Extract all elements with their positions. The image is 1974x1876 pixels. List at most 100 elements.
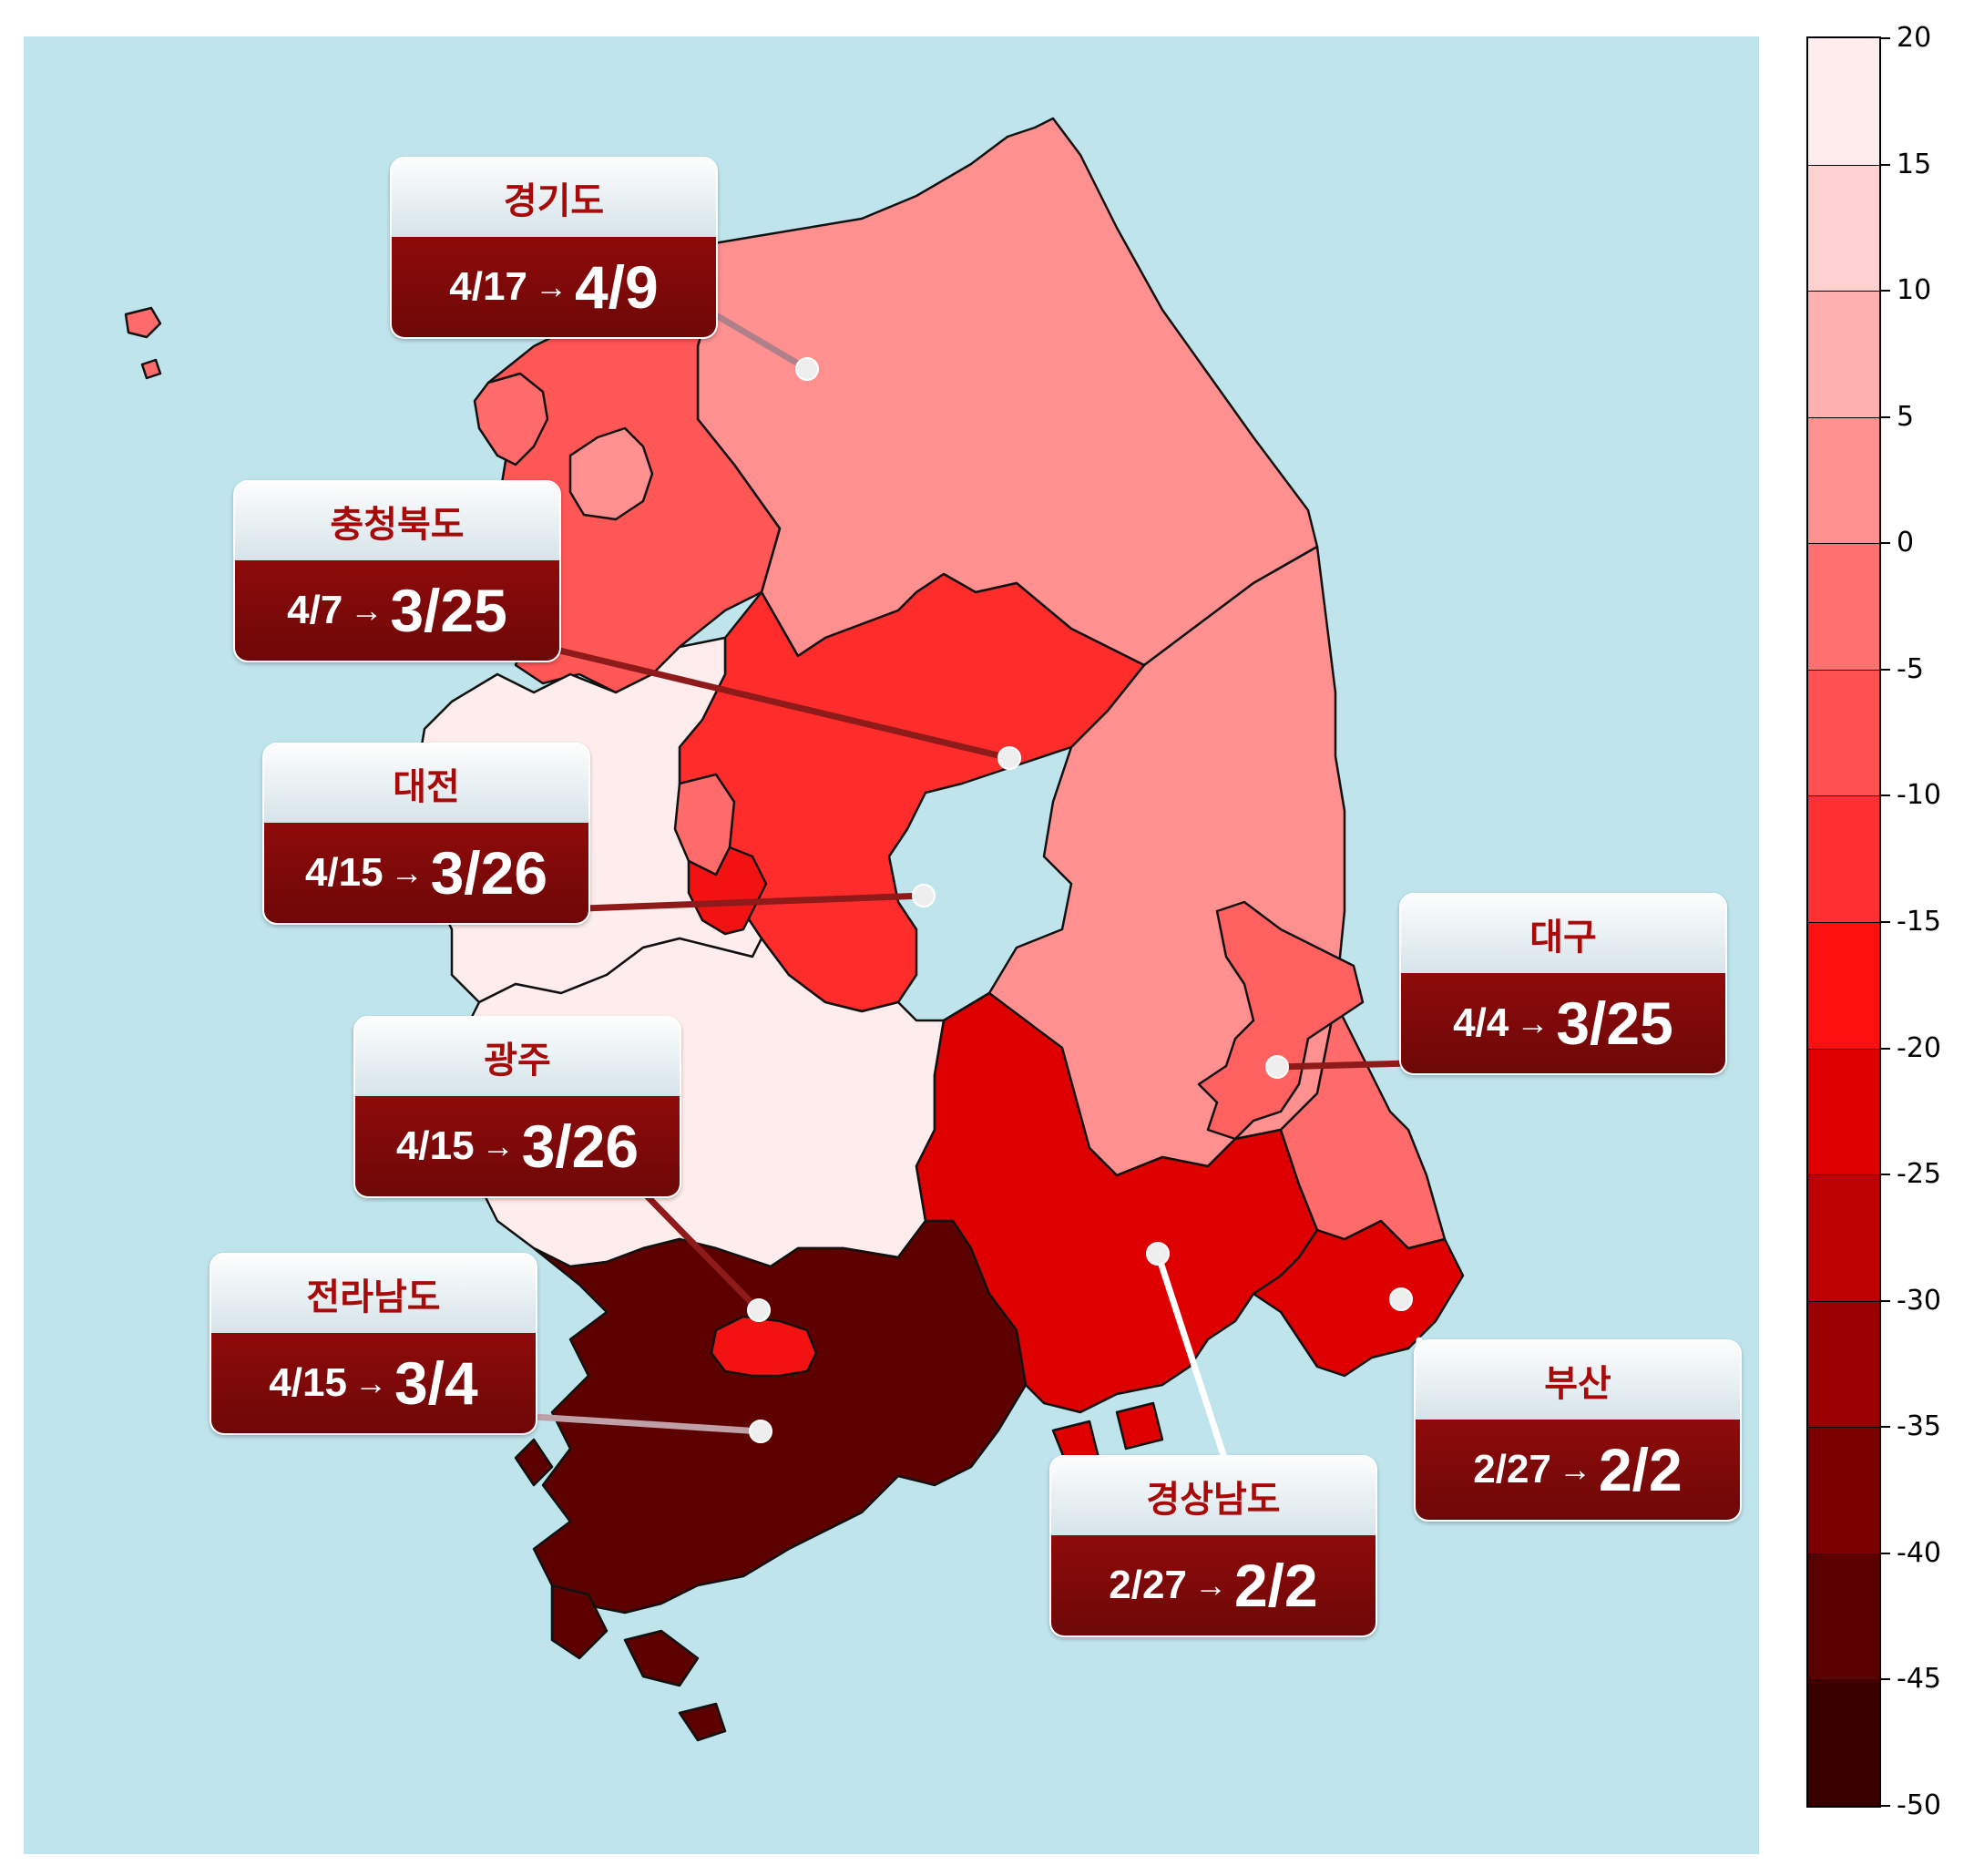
marker-busan [1389, 1287, 1413, 1311]
to-date: 4/9 [574, 253, 659, 321]
to-date: 2/2 [1233, 1552, 1318, 1619]
colorbar-band [1808, 38, 1879, 165]
region-daegu [1197, 900, 1365, 1141]
callout-title: 경기도 [392, 159, 716, 237]
colorbar-band [1808, 1553, 1879, 1680]
callout-busan: 부산 2/27 → 2/2 [1414, 1339, 1742, 1522]
island-jeonnam-1 [550, 1584, 609, 1660]
colorbar-tick [1881, 668, 1890, 671]
arrow-icon: → [1193, 1566, 1227, 1604]
region-incheon [473, 372, 549, 466]
callout-gwangju: 광주 4/15 → 3/26 [353, 1016, 681, 1198]
callout-dates: 4/4 → 3/25 [1401, 973, 1725, 1073]
colorbar-band [1808, 543, 1879, 670]
marker-jeonnam [749, 1420, 772, 1443]
colorbar-tick [1881, 290, 1890, 292]
region-gyeongnam [915, 991, 1319, 1414]
callout-chungbuk: 충청북도 4/7 → 3/25 [233, 480, 561, 662]
colorbar-band [1808, 1048, 1879, 1175]
colorbar-separator [1808, 1174, 1879, 1176]
island-gyeongnam-2 [1115, 1401, 1164, 1451]
callout-dates: 2/27 → 2/2 [1051, 1535, 1376, 1635]
arrow-icon: → [390, 854, 424, 891]
colorbar-band [1808, 669, 1879, 796]
colorbar-tick-label: -40 [1897, 1536, 1941, 1569]
colorbar-tick [1881, 1174, 1890, 1176]
colorbar-separator [1808, 1300, 1879, 1302]
colorbar-tick [1881, 921, 1890, 923]
marker-daejeon [912, 884, 936, 907]
colorbar-band [1808, 291, 1879, 417]
arrow-icon: → [353, 1364, 387, 1401]
colorbar-separator [1808, 291, 1879, 292]
colorbar-tick [1881, 1805, 1890, 1807]
colorbar-band [1808, 164, 1879, 292]
colorbar-tick [1881, 1426, 1890, 1429]
callout-dates: 2/27 → 2/2 [1416, 1420, 1740, 1520]
marker-gwangju [747, 1298, 771, 1322]
from-date: 2/27 [1109, 1563, 1187, 1607]
to-date: 2/2 [1598, 1436, 1683, 1503]
region-jeonnam [532, 1219, 1028, 1615]
leader-line-daejeon [580, 892, 927, 912]
colorbar-tick [1881, 163, 1890, 166]
colorbar-tick-label: 15 [1897, 148, 1932, 180]
colorbar-band [1808, 1174, 1879, 1301]
colorbar-tick-label: 20 [1897, 22, 1932, 54]
arrow-icon: → [1516, 1004, 1550, 1041]
island-jeonnam-3 [514, 1438, 554, 1487]
callout-dates: 4/7 → 3/25 [235, 560, 559, 661]
colorbar-tick-label: -30 [1897, 1284, 1941, 1317]
from-date: 4/15 [269, 1360, 347, 1405]
callout-title: 부산 [1416, 1341, 1740, 1420]
leader-line-jeonnam [530, 1413, 764, 1435]
from-date: 4/17 [449, 264, 527, 309]
marker-daegu [1265, 1055, 1289, 1079]
colorbar-separator [1808, 1048, 1879, 1050]
callout-title: 경상남도 [1051, 1457, 1376, 1535]
colorbar-tick [1881, 794, 1890, 797]
from-date: 2/27 [1473, 1447, 1551, 1492]
from-date: 4/7 [287, 588, 343, 632]
colorbar-band [1808, 416, 1879, 544]
to-date: 3/25 [390, 577, 507, 644]
colorbar-band [1808, 1427, 1879, 1553]
callout-daegu: 대구 4/4 → 3/25 [1399, 893, 1727, 1075]
colorbar-tick-label: -20 [1897, 1031, 1941, 1064]
island-small [140, 358, 162, 380]
callout-title: 전라남도 [211, 1255, 536, 1333]
colorbar-tick [1881, 542, 1890, 545]
callout-dates: 4/15 → 3/26 [355, 1096, 680, 1196]
region-gwangju [710, 1315, 818, 1378]
callout-gyeongnam: 경상남도 2/27 → 2/2 [1049, 1455, 1377, 1637]
callout-title: 광주 [355, 1018, 680, 1096]
colorbar-tick-label: -45 [1897, 1663, 1941, 1696]
colorbar-tick [1881, 415, 1890, 418]
callout-dates: 4/17 → 4/9 [392, 237, 716, 337]
colorbar-tick [1881, 1678, 1890, 1681]
arrow-icon: → [534, 268, 568, 305]
marker-chungbuk [997, 746, 1021, 770]
colorbar-separator [1808, 1427, 1879, 1429]
from-date: 4/15 [304, 850, 384, 895]
colorbar-separator [1808, 922, 1879, 923]
colorbar-tick [1881, 1047, 1890, 1050]
colorbar-tick [1881, 1299, 1890, 1302]
island-jeonnam-5 [678, 1702, 727, 1742]
callout-title: 대전 [264, 744, 588, 823]
arrow-icon: → [1558, 1451, 1591, 1488]
region-gangwon [696, 117, 1319, 667]
colorbar-separator [1808, 543, 1879, 545]
callout-title: 충청북도 [235, 482, 559, 560]
map-panel: 경기도 4/17 → 4/9 충청북도 4/7 → 3/25 대전 4/15 →… [24, 36, 1759, 1854]
island-ulleung [124, 306, 162, 339]
to-date: 3/4 [394, 1349, 478, 1417]
colorbar-tick [1881, 37, 1890, 39]
leader-line-chungbuk [548, 645, 1013, 762]
colorbar-band [1808, 1300, 1879, 1428]
callout-jeonnam: 전라남도 4/15 → 3/4 [210, 1253, 537, 1435]
marker-gyeongnam [1146, 1242, 1170, 1266]
callout-title: 대구 [1401, 895, 1725, 973]
colorbar-tick [1881, 1552, 1890, 1554]
callout-gyeonggi: 경기도 4/17 → 4/9 [390, 157, 718, 339]
